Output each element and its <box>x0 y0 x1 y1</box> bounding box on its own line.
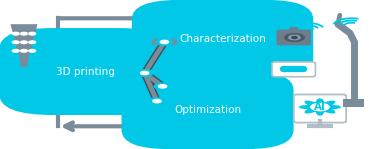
Circle shape <box>292 37 297 39</box>
Circle shape <box>153 100 161 103</box>
FancyBboxPatch shape <box>276 30 311 45</box>
Circle shape <box>160 40 169 44</box>
FancyBboxPatch shape <box>122 71 294 149</box>
Polygon shape <box>11 24 37 57</box>
Text: Optimization: Optimization <box>174 105 241 115</box>
Circle shape <box>154 83 171 90</box>
FancyBboxPatch shape <box>11 91 37 99</box>
FancyBboxPatch shape <box>11 83 37 91</box>
Text: Characterization: Characterization <box>179 34 266 44</box>
FancyBboxPatch shape <box>294 94 346 123</box>
Circle shape <box>311 103 329 111</box>
Circle shape <box>21 41 27 44</box>
Circle shape <box>29 49 36 52</box>
Polygon shape <box>300 99 340 115</box>
FancyBboxPatch shape <box>0 28 172 115</box>
FancyBboxPatch shape <box>289 27 298 31</box>
FancyBboxPatch shape <box>11 67 37 76</box>
Circle shape <box>141 71 149 75</box>
Circle shape <box>21 32 27 35</box>
Text: AI: AI <box>314 102 326 112</box>
Circle shape <box>149 98 165 104</box>
Circle shape <box>156 39 173 45</box>
FancyBboxPatch shape <box>272 62 315 77</box>
Text: 3D printing: 3D printing <box>56 67 115 77</box>
Circle shape <box>29 41 36 44</box>
Polygon shape <box>19 57 29 67</box>
Circle shape <box>12 32 19 35</box>
Bar <box>343 99 364 107</box>
Circle shape <box>136 70 153 76</box>
Circle shape <box>285 34 304 41</box>
Circle shape <box>289 35 300 40</box>
Circle shape <box>12 49 19 52</box>
FancyBboxPatch shape <box>132 0 313 78</box>
Circle shape <box>29 32 36 35</box>
Circle shape <box>158 85 167 88</box>
Circle shape <box>12 41 19 44</box>
Circle shape <box>21 49 27 52</box>
FancyBboxPatch shape <box>11 75 37 84</box>
